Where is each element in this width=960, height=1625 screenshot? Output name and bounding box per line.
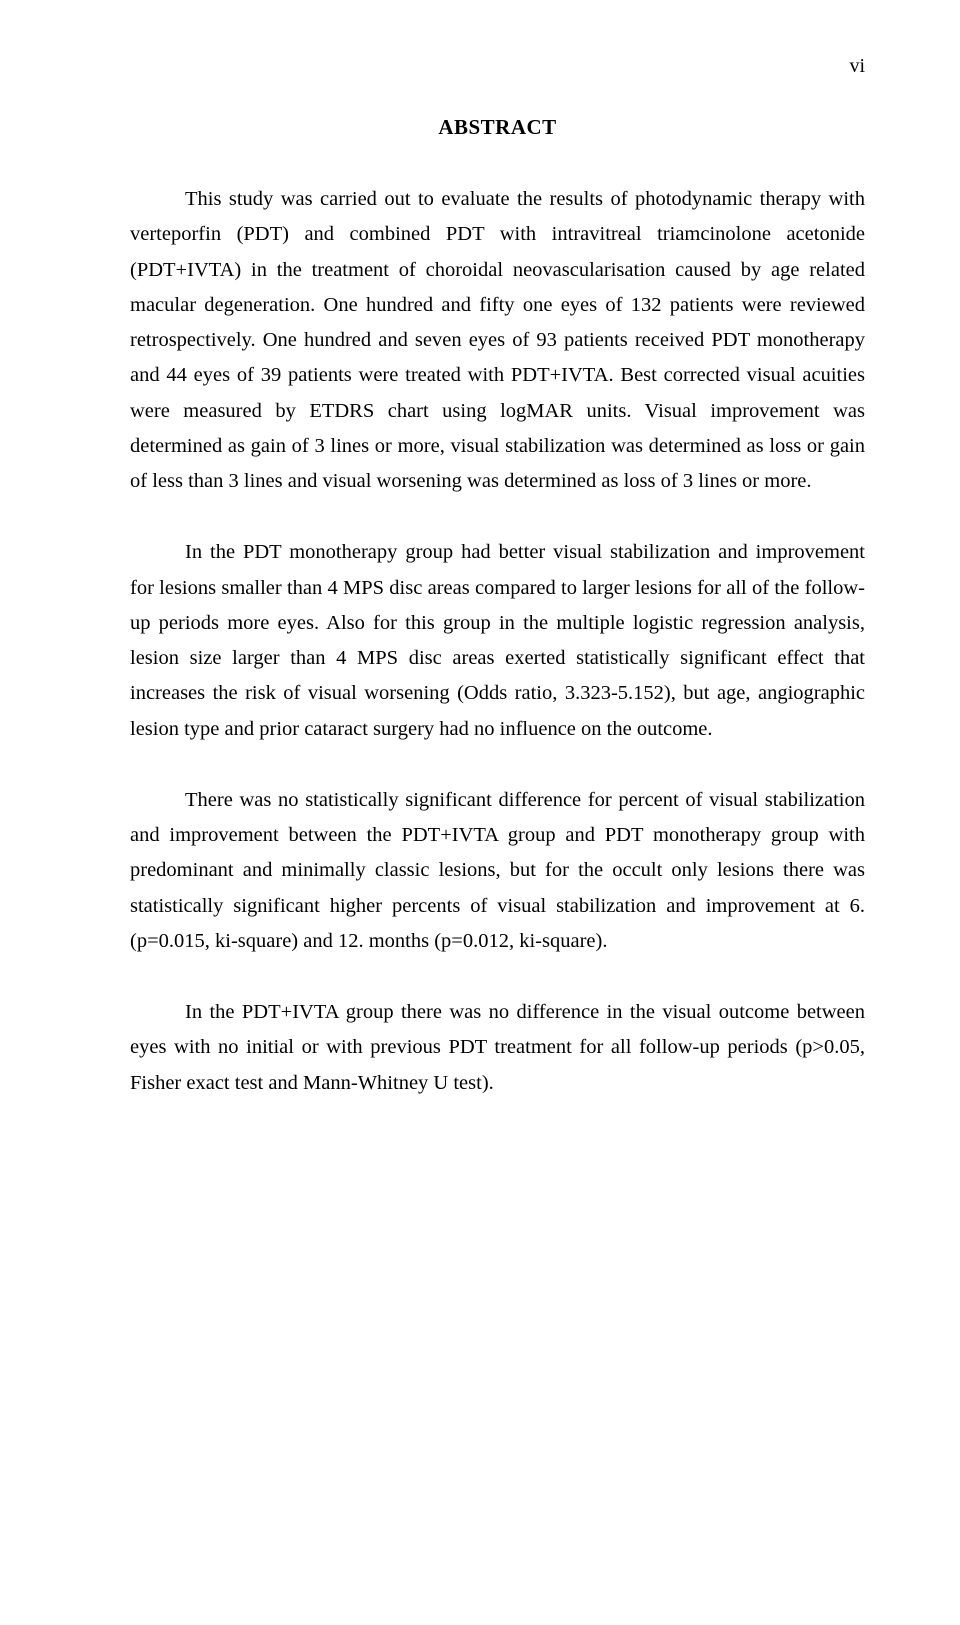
abstract-paragraph-4: In the PDT+IVTA group there was no diffe…: [130, 995, 865, 1101]
abstract-paragraph-2: In the PDT monotherapy group had better …: [130, 535, 865, 747]
abstract-paragraph-3: There was no statistically significant d…: [130, 783, 865, 959]
page-container: vi ABSTRACT This study was carried out t…: [0, 0, 960, 1197]
page-number: vi: [849, 55, 865, 78]
abstract-paragraph-1: This study was carried out to evaluate t…: [130, 182, 865, 499]
abstract-heading: ABSTRACT: [130, 115, 865, 140]
